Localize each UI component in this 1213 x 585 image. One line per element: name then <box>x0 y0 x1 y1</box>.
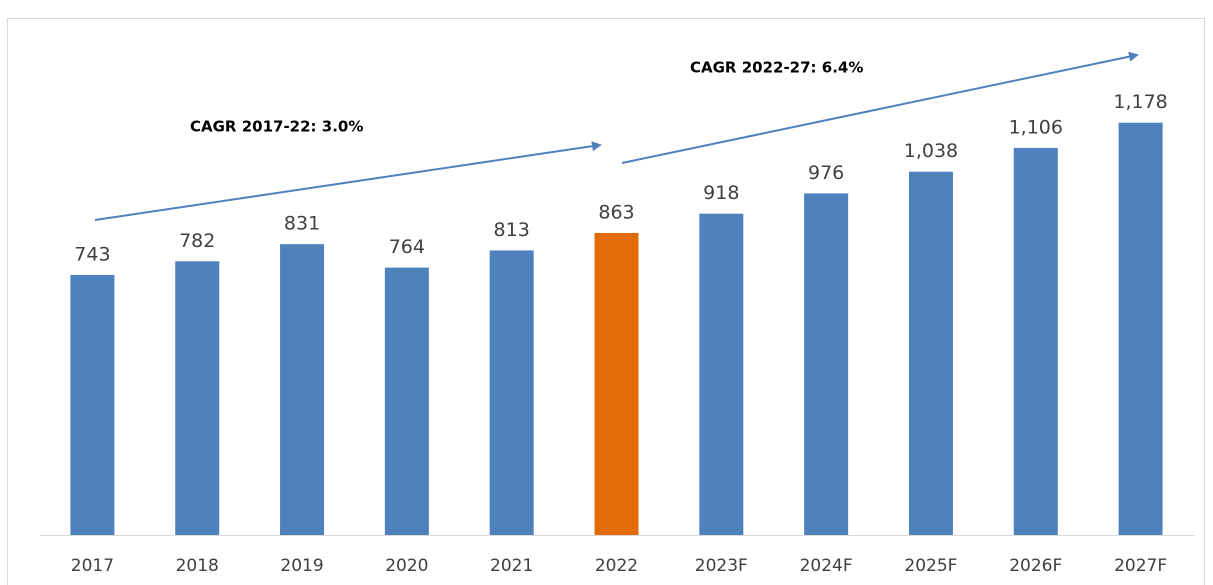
x-tick-label: 2020 <box>385 556 428 576</box>
data-label: 1,178 <box>1113 91 1167 113</box>
x-tick-label: 2024F <box>800 556 853 576</box>
bar <box>70 274 115 535</box>
bar <box>594 232 639 535</box>
data-label: 976 <box>808 162 844 184</box>
trend-arrow <box>94 141 602 221</box>
x-tick-label: 2027F <box>1114 556 1167 576</box>
data-label: 813 <box>494 219 530 241</box>
bar <box>280 244 325 535</box>
data-label: 918 <box>703 182 739 204</box>
x-tick-label: 2017 <box>71 556 114 576</box>
x-tick-label: 2023F <box>695 556 748 576</box>
annotation: CAGR 2017-22: 3.0% <box>190 118 363 136</box>
chart-border <box>7 18 1205 585</box>
data-label: 831 <box>284 213 320 235</box>
data-label: 764 <box>389 236 425 258</box>
bar <box>804 193 849 535</box>
data-label: 1,038 <box>904 140 958 162</box>
x-tick-label: 2018 <box>176 556 219 576</box>
data-label: 1,106 <box>1009 116 1063 138</box>
bar <box>384 267 429 535</box>
x-tick-label: 2025F <box>904 556 957 576</box>
x-tick-label: 2026F <box>1009 556 1062 576</box>
x-tick-label: 2019 <box>280 556 323 576</box>
bar <box>1118 122 1163 535</box>
x-tick-label: 2022 <box>595 556 638 576</box>
bar <box>489 250 534 535</box>
data-label: 863 <box>598 201 634 223</box>
bar <box>1013 147 1058 535</box>
bar <box>908 171 953 535</box>
trend-arrow <box>621 51 1139 164</box>
bar <box>175 261 220 535</box>
x-tick-label: 2021 <box>490 556 533 576</box>
bar <box>699 213 744 535</box>
annotation: CAGR 2022-27: 6.4% <box>690 59 863 77</box>
data-label: 743 <box>74 243 110 265</box>
data-label: 782 <box>179 230 215 252</box>
